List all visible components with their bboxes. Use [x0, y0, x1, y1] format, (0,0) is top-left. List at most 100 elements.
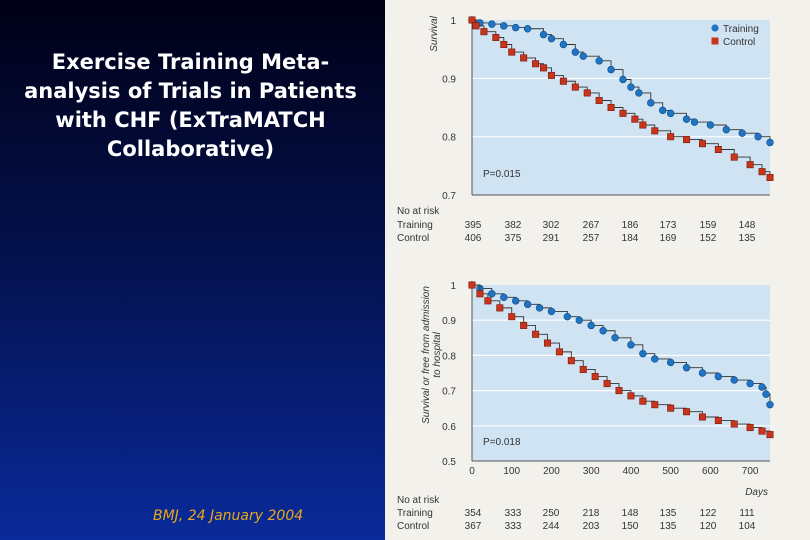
at-risk-control-label: Control	[397, 521, 429, 532]
data-point-control	[619, 109, 627, 117]
at-risk-training-value: 250	[543, 508, 560, 519]
at-risk-training-value: 395	[465, 220, 482, 231]
data-point-control	[468, 281, 476, 289]
data-point-control	[520, 321, 528, 329]
data-point-training	[766, 400, 774, 409]
data-point-control	[730, 153, 738, 161]
at-risk-control-value: 291	[543, 233, 560, 244]
y-tick-label: 0.8	[442, 133, 456, 144]
data-point-control	[667, 133, 675, 141]
data-point-control	[500, 40, 508, 48]
x-axis-label: Days	[745, 487, 768, 498]
legend-marker	[711, 24, 719, 32]
data-point-control	[571, 83, 579, 91]
data-point-control	[476, 290, 484, 298]
data-point-training	[535, 304, 544, 312]
km-survival-figure: 1 0.9 0.8 0.7 Survival Training Control P=0.015…	[397, 15, 774, 532]
at-risk-control-value: 333	[505, 521, 522, 532]
y-tick-label: 0.6	[442, 422, 456, 433]
legend-label: Control	[723, 37, 755, 48]
data-point-training	[547, 307, 556, 316]
data-point-training	[722, 125, 730, 134]
at-risk-training-value: 135	[660, 508, 677, 519]
data-point-training	[730, 376, 738, 384]
at-risk-control-value: 104	[739, 521, 756, 532]
data-point-control	[639, 121, 647, 129]
y-tick-label: 0.5	[442, 457, 456, 468]
data-point-training	[766, 138, 774, 147]
data-point-control	[555, 348, 563, 356]
data-point-training	[579, 52, 587, 60]
figure-panel: 1 0.9 0.8 0.7 Survival Training Control P=0.015…	[385, 0, 810, 540]
data-point-training	[758, 383, 766, 391]
data-point-control	[667, 404, 675, 412]
at-risk-training-label: Training	[397, 220, 433, 231]
data-point-control	[468, 16, 476, 24]
data-point-control	[698, 140, 706, 148]
at-risk-training-value: 148	[739, 220, 756, 231]
at-risk-header: No at risk	[397, 495, 440, 506]
data-point-control	[639, 397, 647, 405]
at-risk-training-value: 186	[622, 220, 639, 231]
data-point-training	[666, 109, 675, 118]
x-tick-label: 300	[583, 466, 600, 477]
at-risk-control-value: 257	[583, 233, 600, 244]
at-risk-training-value: 122	[700, 508, 717, 519]
data-point-training	[595, 57, 603, 65]
data-point-training	[611, 334, 619, 342]
data-point-training	[539, 30, 548, 39]
data-point-control	[746, 161, 754, 169]
data-point-training	[635, 89, 643, 97]
x-tick-label: 600	[702, 466, 719, 477]
data-point-control	[607, 104, 615, 112]
data-point-training	[619, 75, 627, 84]
data-point-training	[651, 355, 659, 363]
data-point-training	[682, 115, 691, 123]
data-point-training	[512, 23, 520, 32]
data-point-training	[627, 341, 635, 349]
at-risk-control-value: 367	[465, 521, 482, 532]
data-point-control	[532, 330, 540, 338]
at-risk-control-value: 184	[622, 233, 639, 244]
data-point-control	[651, 127, 659, 135]
data-point-training	[599, 327, 607, 335]
data-point-control	[532, 60, 540, 68]
at-risk-training-value: 333	[505, 508, 522, 519]
chart-panel-2: 1 0.9 0.8 0.7 0.6 0.5 0 100 200 300 400 500 600 700 Da…	[397, 281, 774, 532]
data-point-control	[508, 48, 516, 56]
data-point-control	[730, 420, 738, 428]
x-tick-label: 400	[623, 466, 640, 477]
x-tick-label: 100	[503, 466, 520, 477]
data-point-control	[631, 115, 639, 123]
y-axis-label: Survival or free from admissionto hospit…	[421, 286, 443, 424]
data-point-control	[579, 365, 587, 373]
data-point-control	[591, 373, 599, 381]
at-risk-training-value: 173	[660, 220, 677, 231]
data-point-control	[484, 297, 492, 305]
data-point-training	[488, 20, 496, 28]
p-value-annotation: P=0.018	[483, 437, 521, 448]
data-point-training	[559, 40, 568, 49]
data-point-training	[523, 300, 532, 309]
data-point-control	[758, 427, 766, 435]
data-point-training	[698, 369, 707, 377]
data-point-training	[488, 290, 496, 298]
data-point-training	[547, 34, 556, 43]
data-point-control	[496, 304, 504, 312]
at-risk-control-value: 152	[700, 233, 717, 244]
data-point-training	[738, 129, 746, 137]
at-risk-control-value: 244	[543, 521, 560, 532]
at-risk-training-value: 218	[583, 508, 600, 519]
data-point-training	[639, 349, 647, 358]
plot-area	[472, 285, 770, 461]
data-point-control	[746, 424, 754, 432]
at-risk-control-value: 406	[465, 233, 482, 244]
data-point-control	[603, 380, 611, 388]
data-point-control	[583, 89, 591, 97]
y-tick-label: 1	[450, 281, 456, 292]
at-risk-training-value: 354	[465, 508, 482, 519]
data-point-training	[575, 316, 583, 324]
data-point-control	[714, 417, 722, 425]
at-risk-training-value: 159	[700, 220, 717, 231]
y-axis-label: Survival	[429, 15, 440, 51]
